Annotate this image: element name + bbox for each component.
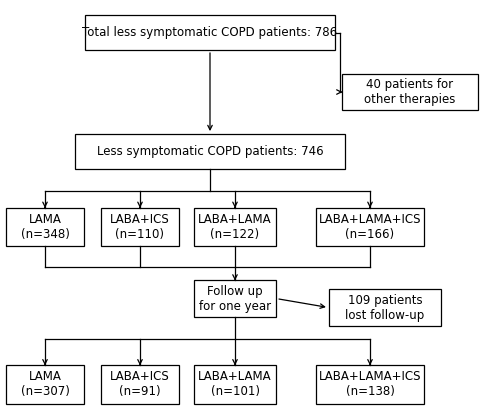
- Text: Less symptomatic COPD patients: 746: Less symptomatic COPD patients: 746: [96, 145, 324, 158]
- Text: LABA+ICS
(n=91): LABA+ICS (n=91): [110, 371, 170, 398]
- FancyBboxPatch shape: [101, 365, 179, 404]
- Text: Follow up
for one year: Follow up for one year: [199, 285, 271, 312]
- FancyBboxPatch shape: [316, 207, 424, 246]
- Text: LAMA
(n=307): LAMA (n=307): [20, 371, 70, 398]
- FancyBboxPatch shape: [101, 207, 179, 246]
- Text: LABA+LAMA
(n=101): LABA+LAMA (n=101): [198, 371, 272, 398]
- Text: LABA+LAMA+ICS
(n=138): LABA+LAMA+ICS (n=138): [319, 371, 421, 398]
- FancyBboxPatch shape: [342, 74, 477, 110]
- Text: LABA+ICS
(n=110): LABA+ICS (n=110): [110, 213, 170, 241]
- FancyBboxPatch shape: [194, 207, 276, 246]
- FancyBboxPatch shape: [6, 207, 84, 246]
- FancyBboxPatch shape: [75, 134, 345, 169]
- FancyBboxPatch shape: [194, 365, 276, 404]
- Text: LABA+LAMA
(n=122): LABA+LAMA (n=122): [198, 213, 272, 241]
- FancyBboxPatch shape: [194, 280, 276, 317]
- FancyBboxPatch shape: [329, 289, 442, 326]
- FancyBboxPatch shape: [85, 15, 335, 50]
- Text: LAMA
(n=348): LAMA (n=348): [20, 213, 70, 241]
- Text: 109 patients
lost follow-up: 109 patients lost follow-up: [346, 294, 424, 321]
- Text: 40 patients for
other therapies: 40 patients for other therapies: [364, 78, 456, 106]
- FancyBboxPatch shape: [6, 365, 84, 404]
- FancyBboxPatch shape: [316, 365, 424, 404]
- Text: Total less symptomatic COPD patients: 786: Total less symptomatic COPD patients: 78…: [82, 26, 338, 39]
- Text: LABA+LAMA+ICS
(n=166): LABA+LAMA+ICS (n=166): [319, 213, 421, 241]
